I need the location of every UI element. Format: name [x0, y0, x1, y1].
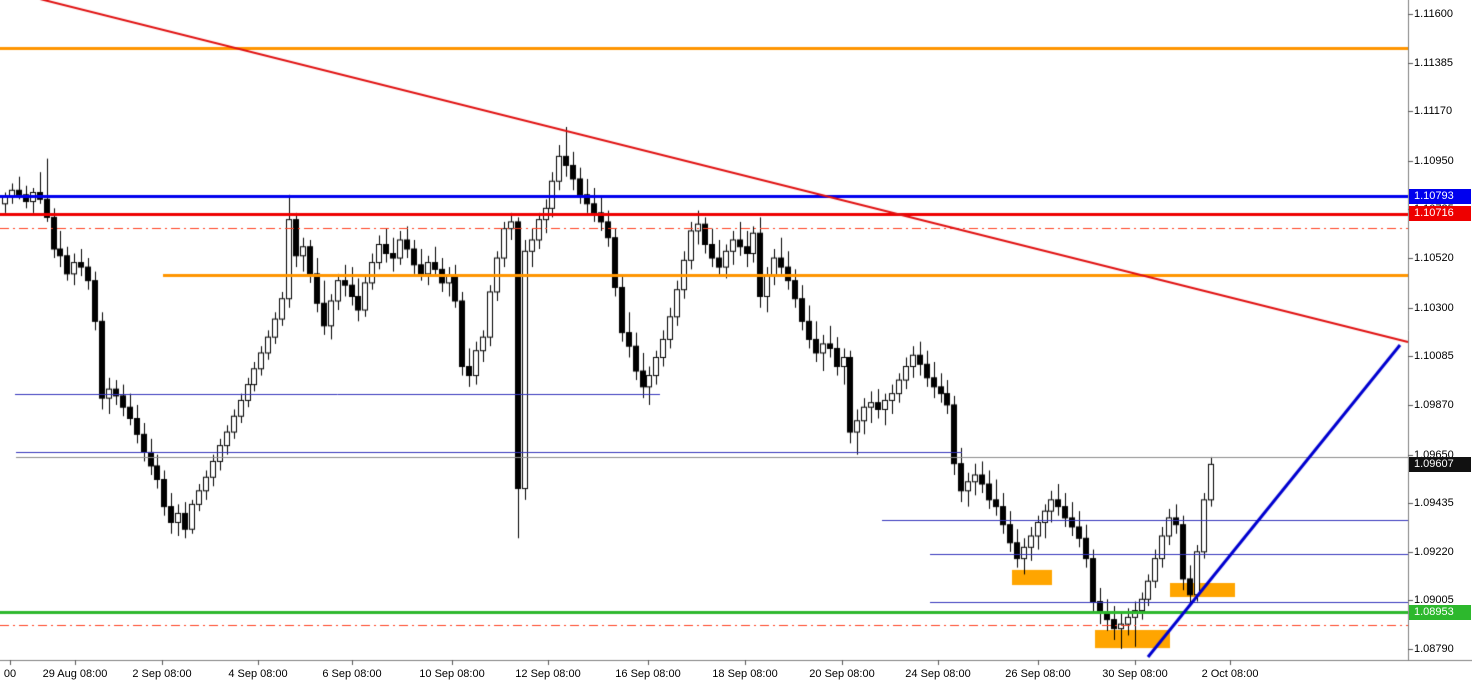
price-axis-label: 1.11170 [1414, 105, 1453, 118]
time-axis-label: 10 Sep 08:00 [419, 668, 485, 680]
time-axis-label: 2 Oct 08:00 [1201, 668, 1259, 680]
price-axis-label: 1.09870 [1414, 398, 1454, 411]
price-axis-label: 1.09220 [1414, 545, 1454, 558]
time-axis-label: 30 Sep 08:00 [1102, 668, 1168, 680]
price-axis-label: 1.09005 [1414, 594, 1454, 607]
price-tag-green-level: 1.08953 [1409, 604, 1471, 620]
price-axis-label: 1.10300 [1414, 301, 1454, 314]
price-tag-current-price: 1.09607 [1409, 456, 1471, 472]
price-tag-red-level: 1.10716 [1409, 206, 1471, 222]
price-axis-label: 1.10950 [1414, 154, 1454, 167]
price-tag-blue-level: 1.10793 [1409, 188, 1471, 204]
price-axis-label: 1.11600 [1414, 8, 1453, 20]
price-axis-label: 1.11385 [1414, 56, 1453, 69]
price-axis-label: 1.08790 [1414, 643, 1454, 655]
price-axis-label: 1.10520 [1414, 252, 1454, 265]
time-axis-label: 12 Sep 08:00 [515, 668, 581, 680]
time-axis-label: 2 Sep 08:00 [132, 668, 192, 680]
time-axis-label: 00 [3, 668, 17, 680]
time-axis-label: 20 Sep 08:00 [809, 668, 875, 680]
time-axis-label: 6 Sep 08:00 [322, 668, 382, 680]
time-axis-label: 29 Aug 08:00 [42, 668, 108, 680]
time-axis-label: 24 Sep 08:00 [905, 668, 971, 680]
time-axis-label: 4 Sep 08:00 [228, 668, 288, 680]
time-axis-label: 18 Sep 08:00 [712, 668, 778, 680]
time-axis-label: 26 Sep 08:00 [1005, 668, 1071, 680]
price-axis-label: 1.10085 [1414, 350, 1454, 363]
price-axis-label: 1.09435 [1414, 497, 1454, 510]
time-axis-label: 16 Sep 08:00 [615, 668, 681, 680]
